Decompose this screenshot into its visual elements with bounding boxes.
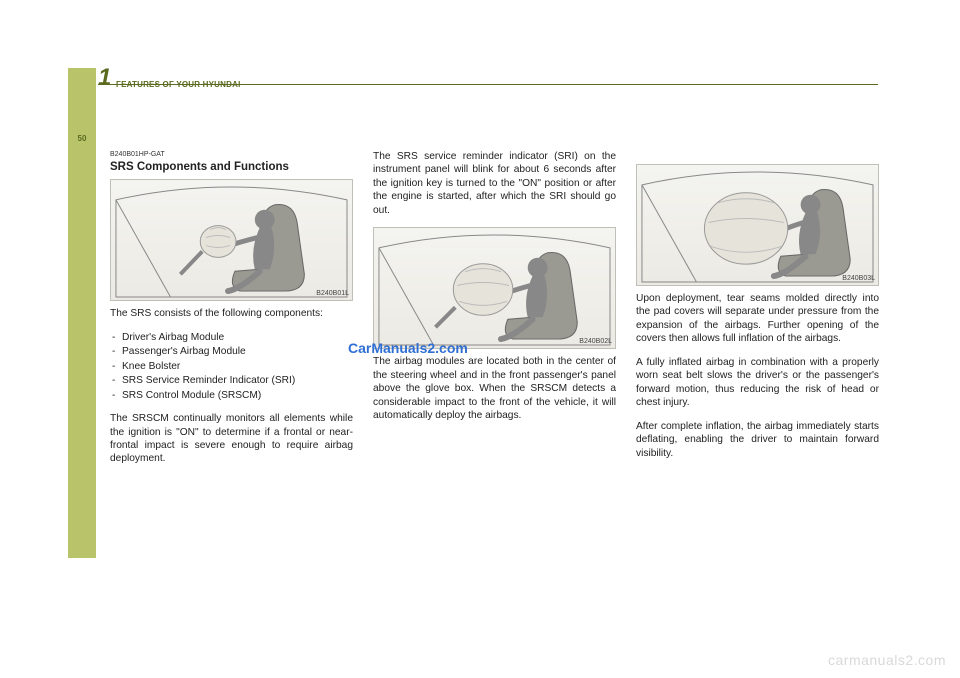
paragraph: The SRS consists of the following compon… bbox=[110, 307, 353, 320]
figure-2: B240B02L bbox=[373, 227, 616, 349]
section-heading: SRS Components and Functions bbox=[110, 160, 353, 175]
list-item: SRS Service Reminder Indicator (SRI) bbox=[110, 374, 353, 387]
section-code: B240B01HP-GAT bbox=[110, 150, 353, 159]
list-item: Passenger's Airbag Module bbox=[110, 345, 353, 358]
component-list: Driver's Airbag Module Passenger's Airba… bbox=[110, 331, 353, 402]
figure-1: B240B01L bbox=[110, 179, 353, 301]
paragraph: A fully inflated airbag in combination w… bbox=[636, 356, 879, 410]
page-number: 50 bbox=[68, 134, 96, 143]
content-columns: B240B01HP-GAT SRS Components and Functio… bbox=[110, 150, 880, 476]
figure-label: B240B01L bbox=[316, 289, 349, 298]
header-rule bbox=[98, 84, 878, 98]
manual-page: 50 1 FEATURES OF YOUR HYUNDAI B240B01HP-… bbox=[68, 68, 898, 558]
paragraph: The SRSCM continually monitors all eleme… bbox=[110, 412, 353, 466]
airbag-illustration-icon bbox=[111, 180, 352, 301]
figure-label: B240B02L bbox=[579, 337, 612, 346]
list-item: Driver's Airbag Module bbox=[110, 331, 353, 344]
footer-watermark: carmanuals2.com bbox=[828, 652, 946, 668]
column-1: B240B01HP-GAT SRS Components and Functio… bbox=[110, 150, 353, 476]
column-2: The SRS service reminder indicator (SRI)… bbox=[373, 150, 616, 476]
paragraph: Upon deployment, tear seams molded direc… bbox=[636, 292, 879, 346]
paragraph: The SRS service reminder indicator (SRI)… bbox=[373, 150, 616, 217]
figure-3: B240B03L bbox=[636, 164, 879, 286]
airbag-illustration-icon bbox=[374, 228, 615, 349]
airbag-illustration-icon bbox=[637, 165, 878, 286]
figure-label: B240B03L bbox=[842, 274, 875, 283]
paragraph: After complete inflation, the airbag imm… bbox=[636, 420, 879, 460]
list-item: Knee Bolster bbox=[110, 360, 353, 373]
list-item: SRS Control Module (SRSCM) bbox=[110, 389, 353, 402]
column-3: B240B03L Upon deployment, tear seams mol… bbox=[636, 150, 879, 476]
paragraph: The airbag modules are located both in t… bbox=[373, 355, 616, 422]
